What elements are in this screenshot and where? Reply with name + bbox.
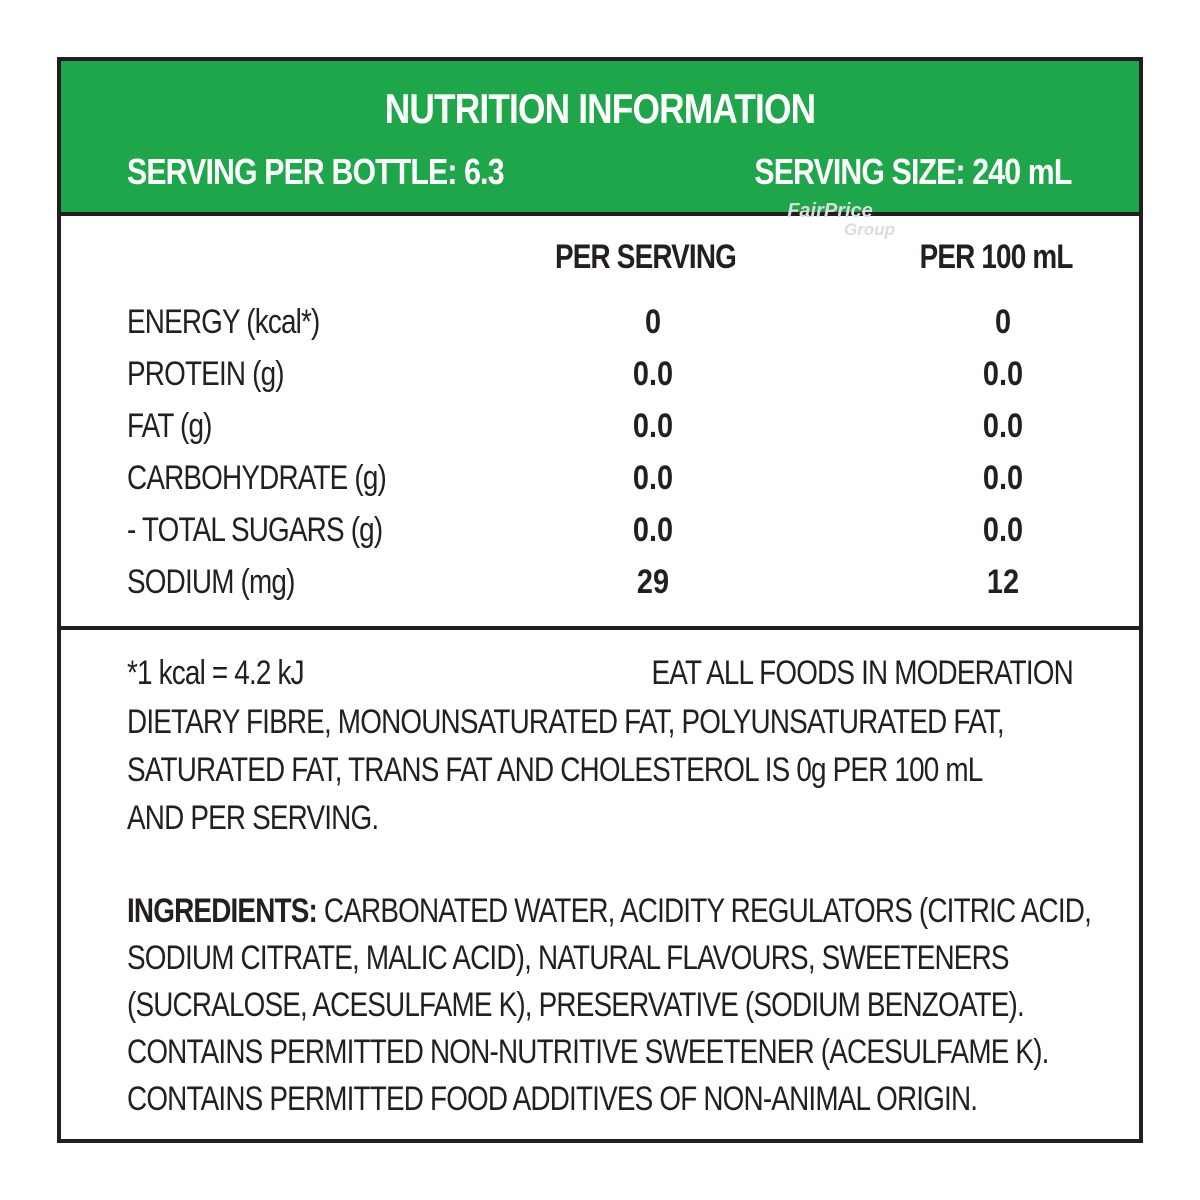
nutrient-name: SODIUM (mg) [127,563,295,601]
nutrient-per-serving: 0.0 [632,407,674,445]
nutrient-per-100ml: 12 [986,563,1020,601]
watermark-line-2: Group [844,220,895,239]
ingredients-line: CONTAINS PERMITTED NON-NUTRITIVE SWEETEN… [127,1033,1049,1071]
nutrient-per-100ml: 0.0 [982,511,1024,549]
nutrient-row-fat: FAT (g) 0.0 0.0 [61,407,1139,459]
nutrient-per-serving: 0.0 [632,511,674,549]
nutrient-row-sodium: SODIUM (mg) 29 12 [61,563,1139,615]
nutrient-table: PER SERVING PER 100 mL ENERGY (kcal*) 0 … [61,216,1139,630]
ingredients-line: (SUCRALOSE, ACESULFAME K), PRESERVATIVE … [127,986,1025,1024]
moderation-note: EAT ALL FOODS IN MODERATION [651,654,1074,692]
nutrient-row-total-sugars: - TOTAL SUGARS (g) 0.0 0.0 [61,511,1139,563]
nutrient-per-serving: 0 [644,303,662,341]
fibre-line: AND PER SERVING. [127,799,379,837]
serving-per-bottle: SERVING PER BOTTLE: 6.3 [127,151,505,192]
nutrient-per-serving: 0.0 [632,355,674,393]
kcal-conversion-note: *1 kcal = 4.2 kJ [127,654,305,692]
serving-size: SERVING SIZE: 240 mL [753,151,1072,192]
ingredients-line: SODIUM CITRATE, MALIC ACID), NATURAL FLA… [127,939,1009,977]
nutrient-name: CARBOHYDRATE (g) [127,459,387,497]
nutrient-per-100ml: 0.0 [982,459,1024,497]
nutrient-per-100ml: 0 [994,303,1012,341]
nutrition-label: NUTRITION INFORMATION SERVING PER BOTTLE… [57,57,1143,1143]
nutrient-row-energy: ENERGY (kcal*) 0 0 [61,303,1139,355]
fairprice-watermark: FairPrice Group [765,201,895,238]
ingredients-statement: INGREDIENTS: CARBONATED WATER, ACIDITY R… [127,888,1092,1123]
ingredients-text: CARBONATED WATER, ACIDITY REGULATORS (CI… [316,892,1092,930]
ingredients-line: INGREDIENTS: CARBONATED WATER, ACIDITY R… [127,888,1092,935]
ingredients-line: CONTAINS PERMITTED FOOD ADDITIVES OF NON… [127,1080,978,1118]
label-title: NUTRITION INFORMATION [384,85,816,132]
nutrient-name: FAT (g) [127,407,212,445]
column-header-per-serving: PER SERVING [555,238,737,276]
nutrition-header: NUTRITION INFORMATION SERVING PER BOTTLE… [61,61,1139,216]
nutrient-per-serving: 0.0 [632,459,674,497]
nutrient-per-100ml: 0.0 [982,355,1024,393]
label-footer: *1 kcal = 4.2 kJ EAT ALL FOODS IN MODERA… [61,630,1139,1139]
nutrient-per-serving: 29 [636,563,670,601]
nutrient-row-carbohydrate: CARBOHYDRATE (g) 0.0 0.0 [61,459,1139,511]
fibre-statement: DIETARY FIBRE, MONOUNSATURATED FAT, POLY… [127,698,1078,842]
nutrient-per-100ml: 0.0 [982,407,1024,445]
nutrient-name: - TOTAL SUGARS (g) [127,511,383,549]
nutrient-row-protein: PROTEIN (g) 0.0 0.0 [61,355,1139,407]
fibre-line: SATURATED FAT, TRANS FAT AND CHOLESTEROL… [127,751,983,789]
column-header-per-100ml: PER 100 mL [920,238,1074,276]
ingredients-label: INGREDIENTS: [127,892,318,930]
watermark-line-1: FairPrice [787,200,873,222]
fibre-line: DIETARY FIBRE, MONOUNSATURATED FAT, POLY… [127,703,1005,741]
nutrient-name: PROTEIN (g) [127,355,285,393]
nutrient-name: ENERGY (kcal*) [127,303,320,341]
